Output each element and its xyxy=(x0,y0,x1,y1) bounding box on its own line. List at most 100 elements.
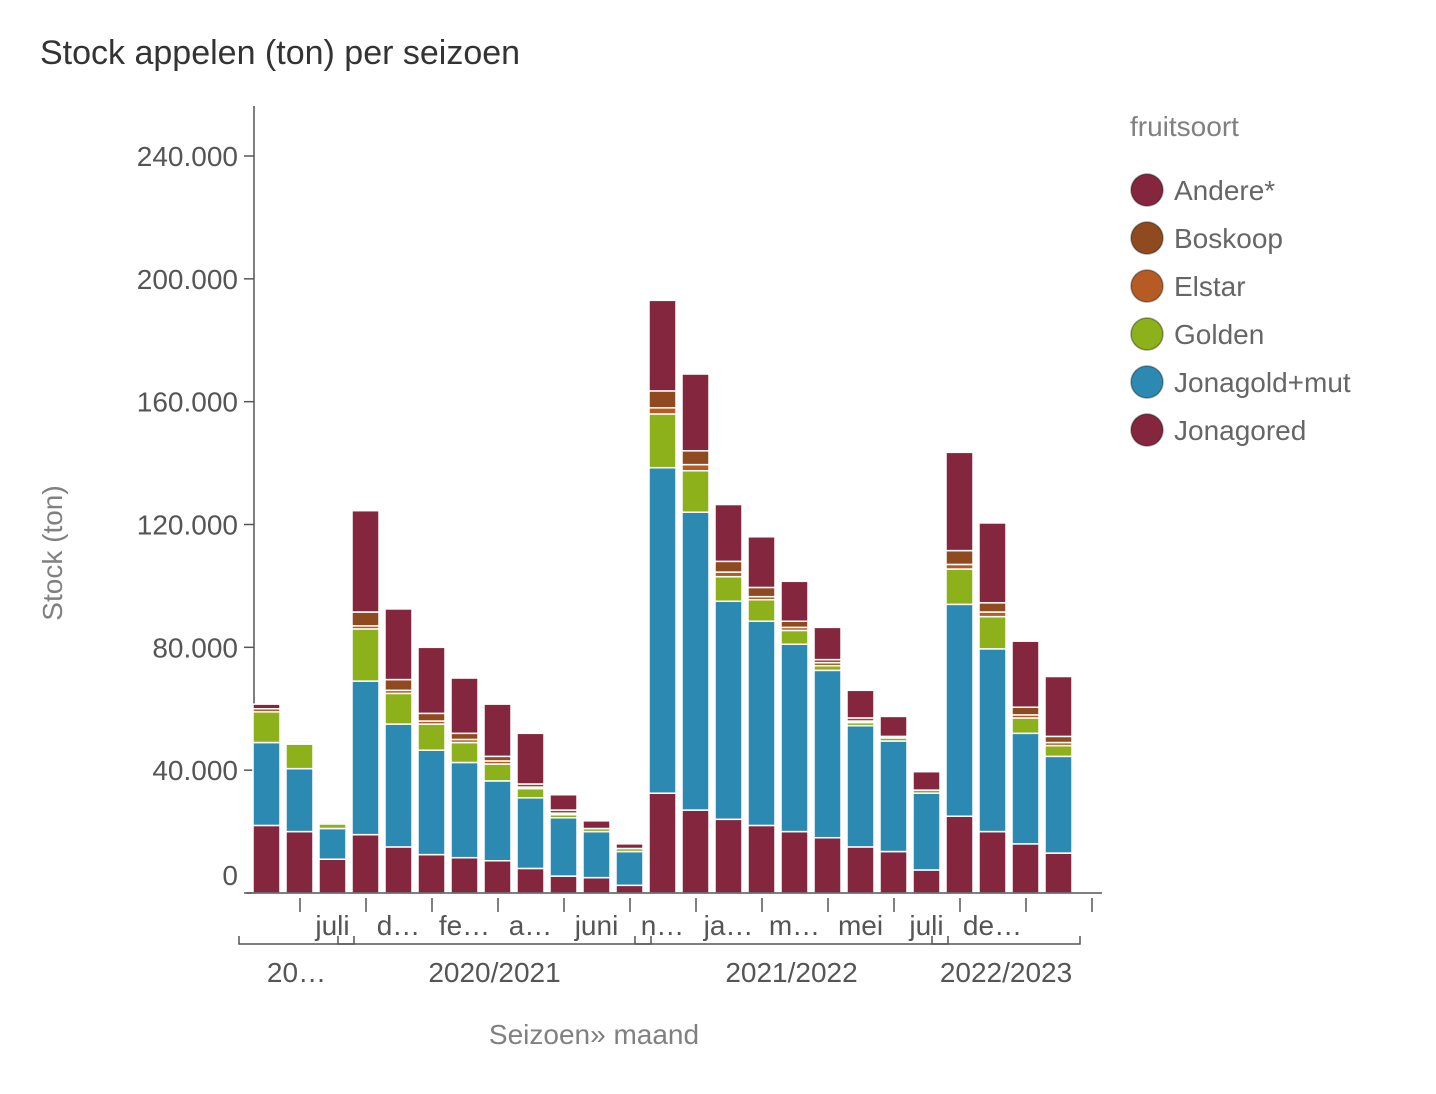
bar-segment-boskoop[interactable] xyxy=(648,390,677,409)
bar-segment-boskoop[interactable] xyxy=(681,450,710,466)
bar-segment-andere[interactable] xyxy=(813,626,842,661)
bar-segment-jonagold-mut[interactable] xyxy=(417,749,446,856)
bar-segment-boskoop[interactable] xyxy=(1011,706,1040,716)
bar-segment-jonagold-mut[interactable] xyxy=(285,767,314,833)
bar-stack[interactable] xyxy=(1044,675,1073,894)
bar-segment-andere[interactable] xyxy=(351,509,380,613)
bar-stack[interactable] xyxy=(648,299,677,894)
bar-stack[interactable] xyxy=(681,373,710,894)
bar-segment-jonagored[interactable] xyxy=(714,818,743,894)
bar-stack[interactable] xyxy=(285,740,314,894)
bar-stack[interactable] xyxy=(846,689,875,894)
bar-segment-golden[interactable] xyxy=(483,763,512,782)
bar-stack[interactable] xyxy=(417,646,446,894)
bar-segment-jonagored[interactable] xyxy=(384,846,413,894)
bar-segment-jonagold-mut[interactable] xyxy=(1044,755,1073,854)
bar-segment-jonagold-mut[interactable] xyxy=(780,643,809,833)
bar-segment-golden[interactable] xyxy=(648,413,677,469)
bar-segment-jonagored[interactable] xyxy=(681,809,710,894)
bar-segment-jonagored[interactable] xyxy=(516,867,545,894)
bar-stack[interactable] xyxy=(384,608,413,894)
bar-segment-jonagored[interactable] xyxy=(483,860,512,894)
bar-segment-andere[interactable] xyxy=(648,299,677,392)
bar-segment-jonagold-mut[interactable] xyxy=(384,723,413,848)
bar-segment-andere[interactable] xyxy=(384,608,413,681)
bar-stack[interactable] xyxy=(813,626,842,894)
bar-segment-golden[interactable] xyxy=(978,615,1007,650)
bar-segment-andere[interactable] xyxy=(285,740,314,744)
bar-segment-boskoop[interactable] xyxy=(780,620,809,629)
bar-segment-jonagold-mut[interactable] xyxy=(549,817,578,877)
bar-segment-jonagored[interactable] xyxy=(1044,852,1073,894)
legend-item[interactable]: Jonagored xyxy=(1130,413,1306,447)
bar-segment-boskoop[interactable] xyxy=(450,732,479,741)
bar-segment-jonagored[interactable] xyxy=(978,830,1007,894)
bar-stack[interactable] xyxy=(582,820,611,894)
bar-segment-boskoop[interactable] xyxy=(978,602,1007,613)
bar-segment-jonagored[interactable] xyxy=(879,850,908,894)
bar-segment-jonagored[interactable] xyxy=(846,846,875,894)
bar-segment-golden[interactable] xyxy=(252,711,281,744)
legend-item[interactable]: Jonagold+mut xyxy=(1130,365,1351,399)
bar-segment-boskoop[interactable] xyxy=(945,549,974,566)
bar-segment-boskoop[interactable] xyxy=(714,560,743,573)
bar-segment-andere[interactable] xyxy=(945,451,974,552)
bar-segment-jonagored[interactable] xyxy=(747,824,776,894)
bar-segment-jonagold-mut[interactable] xyxy=(351,680,380,836)
bar-segment-jonagold-mut[interactable] xyxy=(252,741,281,827)
bar-segment-jonagold-mut[interactable] xyxy=(978,648,1007,833)
bar-segment-jonagold-mut[interactable] xyxy=(483,780,512,862)
bar-segment-golden[interactable] xyxy=(945,568,974,606)
bar-segment-golden[interactable] xyxy=(780,629,809,646)
bar-segment-jonagored[interactable] xyxy=(813,836,842,894)
bar-segment-andere[interactable] xyxy=(978,522,1007,604)
bar-segment-jonagold-mut[interactable] xyxy=(813,669,842,839)
bar-segment-andere[interactable] xyxy=(318,820,347,824)
bar-segment-jonagored[interactable] xyxy=(582,876,611,894)
bar-stack[interactable] xyxy=(945,451,974,894)
legend-item[interactable]: Elstar xyxy=(1130,269,1246,303)
bar-segment-boskoop[interactable] xyxy=(417,712,446,722)
bar-segment-jonagored[interactable] xyxy=(351,833,380,894)
bar-stack[interactable] xyxy=(747,536,776,894)
bar-segment-golden[interactable] xyxy=(450,741,479,764)
bar-segment-jonagold-mut[interactable] xyxy=(582,830,611,879)
bar-segment-jonagold-mut[interactable] xyxy=(648,466,677,794)
bar-segment-andere[interactable] xyxy=(747,536,776,589)
bar-stack[interactable] xyxy=(483,703,512,894)
bar-segment-andere[interactable] xyxy=(549,793,578,811)
legend-item[interactable]: Andere* xyxy=(1130,173,1275,207)
bar-segment-jonagored[interactable] xyxy=(648,792,677,894)
bar-segment-golden[interactable] xyxy=(714,575,743,603)
bar-stack[interactable] xyxy=(1011,640,1040,894)
bar-segment-jonagold-mut[interactable] xyxy=(516,797,545,870)
bar-segment-jonagored[interactable] xyxy=(252,824,281,894)
bar-stack[interactable] xyxy=(912,770,941,894)
bar-stack[interactable] xyxy=(450,677,479,894)
bar-segment-andere[interactable] xyxy=(780,580,809,622)
bar-segment-boskoop[interactable] xyxy=(384,678,413,692)
bar-segment-jonagored[interactable] xyxy=(417,853,446,894)
bar-segment-golden[interactable] xyxy=(384,692,413,725)
bar-segment-jonagored[interactable] xyxy=(285,830,314,894)
bar-segment-jonagored[interactable] xyxy=(780,830,809,894)
bar-segment-andere[interactable] xyxy=(417,646,446,715)
bar-segment-jonagold-mut[interactable] xyxy=(681,511,710,811)
bar-segment-andere[interactable] xyxy=(516,732,545,785)
bar-segment-jonagold-mut[interactable] xyxy=(747,620,776,827)
legend-item[interactable]: Boskoop xyxy=(1130,221,1283,255)
bar-segment-jonagored[interactable] xyxy=(1011,843,1040,894)
bar-segment-jonagold-mut[interactable] xyxy=(714,600,743,821)
bar-segment-jonagold-mut[interactable] xyxy=(615,850,644,887)
bar-stack[interactable] xyxy=(351,509,380,894)
bar-segment-golden[interactable] xyxy=(747,598,776,622)
bar-segment-jonagored[interactable] xyxy=(945,815,974,894)
bar-stack[interactable] xyxy=(252,703,281,894)
bar-segment-andere[interactable] xyxy=(450,677,479,735)
bar-segment-andere[interactable] xyxy=(681,373,710,452)
bar-segment-elstar[interactable] xyxy=(681,463,710,472)
bar-segment-jonagold-mut[interactable] xyxy=(846,724,875,848)
bar-segment-golden[interactable] xyxy=(351,628,380,682)
bar-segment-andere[interactable] xyxy=(1011,640,1040,708)
bar-stack[interactable] xyxy=(549,793,578,894)
